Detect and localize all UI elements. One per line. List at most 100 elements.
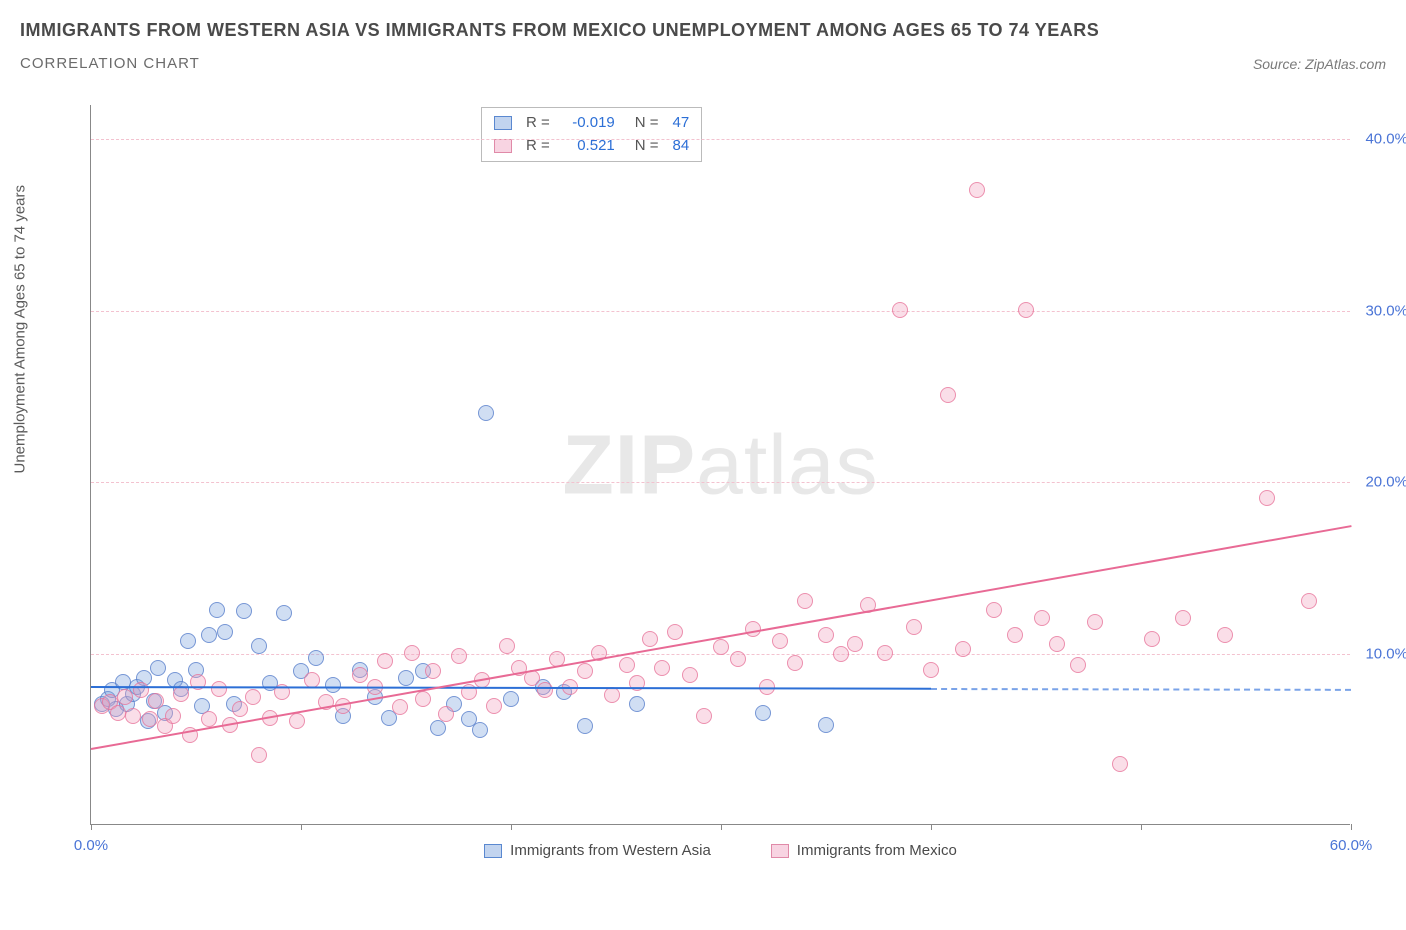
gridline: [91, 311, 1350, 312]
data-point: [148, 693, 164, 709]
x-tick: [511, 824, 512, 830]
data-point: [1070, 657, 1086, 673]
data-point: [398, 670, 414, 686]
data-point: [451, 648, 467, 664]
data-point: [1259, 490, 1275, 506]
data-point: [377, 653, 393, 669]
watermark: ZIPatlas: [562, 416, 878, 513]
data-point: [940, 387, 956, 403]
data-point: [180, 633, 196, 649]
data-point: [682, 667, 698, 683]
data-point: [430, 720, 446, 736]
data-point: [1034, 610, 1050, 626]
data-point: [847, 636, 863, 652]
data-point: [125, 708, 141, 724]
swatch-blue-icon: [484, 844, 502, 858]
x-tick: [301, 824, 302, 830]
data-point: [667, 624, 683, 640]
x-tick-label: 0.0%: [74, 837, 108, 854]
data-point: [1087, 614, 1103, 630]
data-point: [325, 677, 341, 693]
swatch-pink-icon: [494, 139, 512, 153]
data-point: [245, 689, 261, 705]
data-point: [211, 681, 227, 697]
y-tick-label: 30.0%: [1365, 302, 1406, 319]
data-point: [1301, 593, 1317, 609]
data-point: [472, 722, 488, 738]
y-tick-label: 40.0%: [1365, 131, 1406, 148]
data-point: [217, 624, 233, 640]
data-point: [404, 645, 420, 661]
legend-row-blue: R =-0.019 N =47: [494, 112, 689, 135]
y-tick-label: 10.0%: [1365, 645, 1406, 662]
data-point: [1175, 610, 1191, 626]
data-point: [1018, 302, 1034, 318]
data-point: [1144, 631, 1160, 647]
chart-container: Unemployment Among Ages 65 to 74 years Z…: [60, 105, 1390, 855]
data-point: [745, 621, 761, 637]
series-legend: Immigrants from Western Asia Immigrants …: [91, 842, 1350, 859]
correlation-legend: R =-0.019 N =47 R =0.521 N =84: [481, 107, 702, 162]
chart-title: IMMIGRANTS FROM WESTERN ASIA VS IMMIGRAN…: [20, 18, 1386, 43]
y-tick-label: 20.0%: [1365, 474, 1406, 491]
data-point: [201, 627, 217, 643]
data-point: [499, 638, 515, 654]
data-point: [1112, 756, 1128, 772]
swatch-pink-icon: [771, 844, 789, 858]
data-point: [577, 718, 593, 734]
data-point: [537, 682, 553, 698]
data-point: [438, 706, 454, 722]
data-point: [486, 698, 502, 714]
data-point: [797, 593, 813, 609]
data-point: [1217, 627, 1233, 643]
data-point: [755, 705, 771, 721]
x-tick: [91, 824, 92, 830]
data-point: [772, 633, 788, 649]
trend-line: [931, 688, 1351, 691]
data-point: [289, 713, 305, 729]
data-point: [232, 701, 248, 717]
trend-line: [91, 525, 1351, 750]
x-tick: [1141, 824, 1142, 830]
data-point: [787, 655, 803, 671]
x-tick: [1351, 824, 1352, 830]
legend-row-pink: R =0.521 N =84: [494, 135, 689, 158]
data-point: [604, 687, 620, 703]
y-axis-label: Unemployment Among Ages 65 to 74 years: [12, 185, 29, 474]
data-point: [986, 602, 1002, 618]
data-point: [308, 650, 324, 666]
data-point: [142, 711, 158, 727]
data-point: [654, 660, 670, 676]
data-point: [236, 603, 252, 619]
data-point: [577, 663, 593, 679]
data-point: [1049, 636, 1065, 652]
chart-subtitle: CORRELATION CHART: [20, 55, 200, 72]
data-point: [1007, 627, 1023, 643]
data-point: [629, 696, 645, 712]
data-point: [276, 605, 292, 621]
gridline: [91, 482, 1350, 483]
data-point: [730, 651, 746, 667]
data-point: [713, 639, 729, 655]
x-tick: [721, 824, 722, 830]
data-point: [117, 689, 133, 705]
legend-item-blue: Immigrants from Western Asia: [484, 842, 711, 859]
data-point: [892, 302, 908, 318]
x-tick-label: 60.0%: [1330, 837, 1373, 854]
data-point: [165, 708, 181, 724]
data-point: [251, 747, 267, 763]
x-tick: [931, 824, 932, 830]
data-point: [110, 705, 126, 721]
legend-item-pink: Immigrants from Mexico: [771, 842, 957, 859]
data-point: [251, 638, 267, 654]
data-point: [642, 631, 658, 647]
source-label: Source: ZipAtlas.com: [1253, 56, 1386, 72]
gridline: [91, 139, 1350, 140]
data-point: [696, 708, 712, 724]
data-point: [392, 699, 408, 715]
data-point: [478, 405, 494, 421]
data-point: [209, 602, 225, 618]
data-point: [955, 641, 971, 657]
data-point: [833, 646, 849, 662]
swatch-blue-icon: [494, 116, 512, 130]
